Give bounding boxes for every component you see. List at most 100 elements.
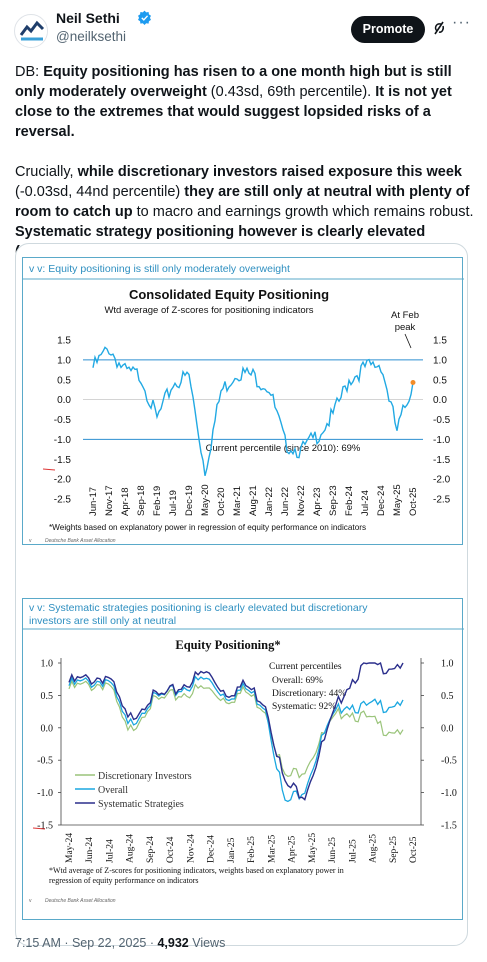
chart2-series-overall: [68, 675, 404, 803]
chart1-xtick: Feb-24: [344, 486, 355, 516]
chart1-xtick: Dec-24: [376, 485, 387, 516]
chart1-source: Deutsche Bank Asset Allocation: [45, 538, 116, 544]
more-options-icon[interactable]: ···: [452, 14, 471, 31]
chart2-xtick: Sep-24: [146, 836, 156, 863]
chart1-ytick-left: 1.5: [57, 336, 71, 347]
chart1-ytick-left: 0.5: [57, 375, 71, 386]
chart2-ytick-right: 1.0: [441, 659, 454, 670]
chart1-banner: v v: Equity positioning is still only mo…: [29, 263, 290, 275]
timestamp[interactable]: 7:15 AM · Sep 22, 2025 ·: [15, 936, 158, 950]
promote-button[interactable]: Promote: [351, 16, 425, 43]
chart1-title: Consolidated Equity Positioning: [129, 287, 329, 302]
chart1-ytick-left: -1.0: [54, 435, 72, 446]
views-count: 4,932: [157, 936, 189, 950]
chart1-ytick-right: -0.5: [433, 415, 451, 426]
chart2-ytick-right: 0.0: [441, 723, 454, 734]
tweet-text: DB: Equity positioning has risen to a on…: [15, 62, 477, 282]
chart1-xtick: May-20: [200, 484, 211, 516]
chart1-xtick: Sep-23: [328, 485, 339, 516]
chart1-ytick-left: -2.0: [54, 475, 72, 486]
author-name[interactable]: Neil Sethi: [56, 10, 120, 26]
author-handle[interactable]: @neilksethi: [56, 29, 126, 44]
chart1-footnote: *Weights based on explanatory power in r…: [49, 523, 366, 532]
chart2-percentile-discretionary: Discretionary: 44%: [272, 689, 346, 699]
chart1-xtick: Mar-21: [232, 486, 243, 516]
chart1-ytick-right: 1.0: [433, 355, 447, 366]
chart1-ytick-right: -1.5: [433, 455, 451, 466]
chart2-source-mark: v: [29, 898, 32, 904]
chart2-xtick: Jul-24: [105, 839, 115, 863]
chart2-xtick: Oct-25: [409, 836, 419, 863]
chart1-ytick-left: 0.0: [57, 395, 71, 406]
chart2-svg: v v: Systematic strategies positioning i…: [23, 602, 464, 904]
chart2-xtick: Nov-24: [186, 834, 196, 863]
verified-badge-icon: [138, 10, 151, 25]
avatar-logo-icon: [16, 16, 47, 47]
chart1-xtick: Apr-23: [312, 487, 323, 516]
chart1-ytick-right: -2.0: [433, 475, 451, 486]
chart1-xtick: Aug-21: [248, 485, 259, 516]
chart2-percentile-systematic: Systematic: 92%: [272, 702, 336, 712]
chart1-annotation-line2: peak: [395, 322, 416, 333]
chart1-xtick: Nov-17: [104, 485, 115, 516]
avatar[interactable]: [14, 14, 48, 48]
chart2-ytick-right: -0.5: [441, 756, 457, 767]
tweet-media-image[interactable]: v v: Equity positioning is still only mo…: [15, 243, 468, 946]
chart2-xtick: Feb-25: [247, 836, 257, 863]
chart1-xtick: Oct-20: [216, 487, 227, 516]
chart2-legend: Discretionary Investors Overall Systemat…: [75, 771, 192, 810]
chart1-xtick: Jul-24: [360, 490, 371, 516]
chart2-footnote-line1: *Wtd average of Z-scores for positioning…: [49, 866, 344, 875]
chart2-legend-systematic: Systematic Strategies: [98, 799, 184, 810]
chart2-xtick: Aug-24: [126, 834, 136, 863]
chart1-xtick: Oct-25: [408, 487, 419, 516]
chart2-legend-overall: Overall: [98, 785, 128, 796]
chart1-subtitle: Wtd average of Z-scores for positioning …: [104, 305, 313, 316]
tweet-footer: 7:15 AM · Sep 22, 2025 · 4,932 Views: [15, 936, 225, 950]
chart2-source: Deutsche Bank Asset Allocation: [45, 898, 116, 904]
chart2-percentile-overall: Overall: 69%: [272, 676, 323, 686]
chart2-red-underline: [32, 827, 46, 830]
chart1-xtick: Nov-22: [296, 485, 307, 516]
chart2-xtick: Sep-25: [389, 836, 399, 863]
chart2-ytick-left: -0.5: [37, 756, 53, 767]
chart1-xtick: Jun-22: [280, 487, 291, 516]
chart2-footnote-line2: regression of equity performance on indi…: [49, 876, 199, 885]
chart2-ytick-left: 0.0: [41, 723, 54, 734]
views-label: Views: [188, 936, 226, 950]
chart1-ytick-left: -2.5: [54, 495, 72, 506]
chart1-annotation-arrow: [404, 333, 412, 349]
chart1-ytick-right: 0.5: [433, 375, 447, 386]
tweet-paragraph-1: DB: Equity positioning has risen to a on…: [15, 64, 452, 140]
chart2-xtick: Jun-25: [328, 837, 338, 863]
chart2-ytick-right: 0.5: [441, 691, 454, 702]
chart1-ytick-right: -2.5: [433, 495, 451, 506]
grok-icon[interactable]: [432, 20, 446, 36]
chart1-xtick: May-25: [392, 484, 403, 516]
chart2-xtick: Jan-25: [227, 837, 237, 863]
chart2-percentiles-title: Current percentiles: [269, 662, 342, 672]
chart2-ytick-left: -1.5: [37, 821, 53, 832]
chart1-svg: Consolidated Equity Positioning Wtd aver…: [23, 278, 464, 544]
chart2-legend-discretionary: Discretionary Investors: [98, 771, 192, 782]
chart2-ytick-left: 1.0: [41, 659, 54, 670]
chart1-xtick: Jan-22: [264, 487, 275, 516]
chart2-ytick-right: -1.5: [441, 821, 457, 832]
chart2-frame: v v: Systematic strategies positioning i…: [22, 598, 464, 920]
chart2-xtick: Aug-25: [369, 834, 379, 863]
chart1-ytick-right: -1.0: [433, 435, 451, 446]
chart1-xtick: Jul-19: [168, 490, 179, 516]
chart2-ytick-right: -1.0: [441, 788, 457, 799]
chart2-series-discretionary: [68, 679, 404, 779]
chart1-percentile-note: Current percentile (since 2010): 69%: [206, 443, 361, 454]
chart2-banner-line2: investors are still only at neutral: [29, 615, 176, 627]
chart1-ytick-right: 1.5: [433, 336, 447, 347]
chart2-xtick: Jul-25: [348, 839, 358, 863]
chart2-xtick: Jun-24: [85, 837, 95, 863]
chart1-xtick: Dec-19: [184, 485, 195, 516]
chart2-xtick: Apr-25: [288, 836, 298, 863]
chart1-red-underline: [42, 468, 56, 471]
chart2-series-systematic: [68, 661, 404, 801]
chart2-banner-line1: v v: Systematic strategies positioning i…: [29, 602, 368, 614]
chart1-source-mark: v: [29, 538, 32, 544]
